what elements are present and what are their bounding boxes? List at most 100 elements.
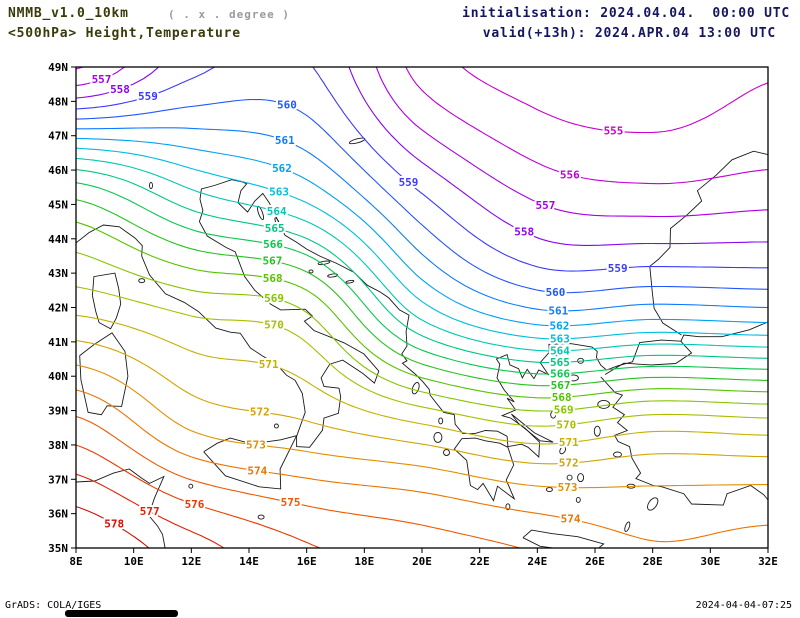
map-inner: 5555565575575585585595595595605605615615… xyxy=(76,67,768,548)
contour-565 xyxy=(76,169,768,364)
island xyxy=(577,473,585,483)
valid-time-line: valid(+13h): 2024.APR.04 13:00 UTC xyxy=(482,26,776,41)
contour-label: 571 xyxy=(559,436,579,449)
contour-label: 561 xyxy=(275,134,295,147)
y-tick-label: 36N xyxy=(48,508,68,521)
island xyxy=(345,279,355,284)
contour-label: 557 xyxy=(535,199,555,212)
contour-label: 567 xyxy=(262,254,282,267)
contour-label: 562 xyxy=(272,162,292,175)
contour-label: 556 xyxy=(560,168,580,181)
island xyxy=(149,182,153,189)
coastline xyxy=(76,179,380,448)
island xyxy=(567,374,579,382)
island xyxy=(438,417,444,425)
x-tick-label: 28E xyxy=(643,555,663,568)
island xyxy=(273,423,279,429)
contour-label: 573 xyxy=(246,438,266,451)
contour-label: 564 xyxy=(550,344,570,357)
island xyxy=(138,278,146,284)
coastline xyxy=(600,376,768,506)
contour-label: 564 xyxy=(267,205,287,218)
island xyxy=(274,217,282,230)
x-tick-label: 12E xyxy=(181,555,201,568)
contour-559 xyxy=(76,67,216,110)
contour-label: 566 xyxy=(263,238,283,251)
contour-569 xyxy=(76,251,768,412)
contour-label: 574 xyxy=(247,464,267,477)
contour-570 xyxy=(76,286,768,427)
contour-label: 577 xyxy=(140,505,160,518)
contour-label: 569 xyxy=(264,292,284,305)
x-tick-label: 26E xyxy=(585,555,605,568)
contour-558 xyxy=(348,67,768,246)
x-tick-label: 16E xyxy=(297,555,317,568)
island xyxy=(308,269,314,274)
y-tick-label: 48N xyxy=(48,95,68,108)
contour-label: 575 xyxy=(281,496,301,509)
coastline xyxy=(76,468,166,548)
island xyxy=(597,399,611,409)
x-tick-label: 24E xyxy=(527,555,547,568)
coastline xyxy=(522,529,605,548)
contour-557 xyxy=(375,67,768,218)
island xyxy=(552,349,560,357)
contour-568 xyxy=(76,221,768,399)
contour-label: 565 xyxy=(550,356,570,369)
island xyxy=(647,497,659,511)
coastlines xyxy=(76,137,768,548)
y-tick-label: 46N xyxy=(48,164,68,177)
field-title: <500hPa> Height,Temperature xyxy=(8,26,241,41)
contour-label: 562 xyxy=(549,319,569,332)
contour-label: 576 xyxy=(185,498,205,511)
y-tick-label: 47N xyxy=(48,130,68,143)
y-tick-label: 39N xyxy=(48,405,68,418)
island xyxy=(505,503,511,511)
island xyxy=(559,445,567,455)
coastline xyxy=(203,435,298,490)
init-time-line: initialisation: 2024.04.04. 00:00 UTC xyxy=(462,6,790,21)
contour-label: 568 xyxy=(552,391,572,404)
contour-label: 566 xyxy=(550,367,570,380)
contour-572 xyxy=(76,339,768,465)
x-tick-label: 32E xyxy=(758,555,778,568)
y-tick-label: 40N xyxy=(48,370,68,383)
contour-label: 559 xyxy=(608,262,628,275)
y-tick-label: 35N xyxy=(48,542,68,555)
coastline xyxy=(511,413,554,443)
contour-label: 572 xyxy=(250,406,270,419)
island xyxy=(613,451,622,458)
contour-562 xyxy=(76,137,768,327)
y-tick-label: 38N xyxy=(48,439,68,452)
island xyxy=(575,496,581,503)
contour-label: 565 xyxy=(265,222,285,235)
resolution-note: ( . x . degree ) xyxy=(168,8,290,21)
contour-566 xyxy=(76,182,768,375)
y-tick-label: 42N xyxy=(48,302,68,315)
contour-label: 563 xyxy=(550,332,570,345)
contour-label: 578 xyxy=(104,518,124,531)
contour-575 xyxy=(76,415,521,548)
bottom-bar xyxy=(65,610,178,617)
contour-label: 560 xyxy=(546,286,566,299)
contour-578 xyxy=(76,506,150,548)
axes: 8E 10E 12E 14E 16E 18E 20E 22E 24E 26E 28E 30E 32E 49… xyxy=(48,61,778,568)
contour-label: 557 xyxy=(92,73,112,86)
x-tick-label: 18E xyxy=(354,555,374,568)
creation-timestamp: 2024-04-04-07:25 xyxy=(695,600,792,611)
island xyxy=(545,487,553,493)
contour-label: 568 xyxy=(263,272,283,285)
contour-label: 569 xyxy=(554,404,574,417)
coastline xyxy=(649,150,768,336)
contour-571 xyxy=(76,314,768,445)
contour-556 xyxy=(405,67,768,185)
contour-576 xyxy=(76,444,321,548)
x-tick-label: 22E xyxy=(470,555,490,568)
contour-label: 570 xyxy=(556,418,576,431)
y-tick-label: 41N xyxy=(48,336,68,349)
contour-label: 572 xyxy=(559,457,579,470)
contour-label: 571 xyxy=(259,358,279,371)
contour-label: 555 xyxy=(604,125,624,138)
